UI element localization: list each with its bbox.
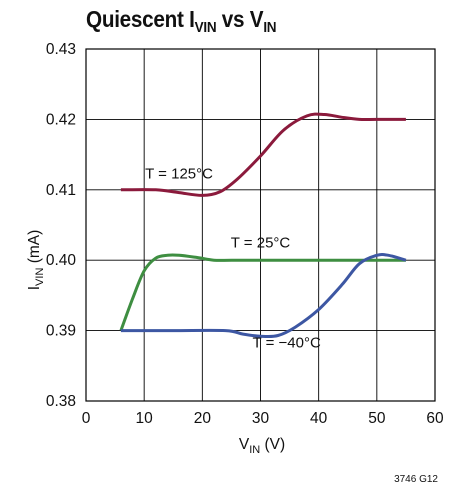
series-line-25c: [119, 253, 406, 332]
chart-title: Quiescent IVIN vs VIN: [86, 6, 277, 36]
x-tick-label: 40: [310, 410, 328, 427]
plot-frame: [85, 48, 436, 402]
x-tick-label: 20: [194, 410, 212, 427]
series-label-25c: T = 25°C: [231, 235, 291, 252]
x-tick-label: 0: [82, 410, 91, 427]
y-tick-label: 0.43: [46, 41, 76, 58]
y-tick-label: 0.41: [46, 182, 76, 199]
x-tick-label: 60: [426, 410, 444, 427]
series-line-125c: [120, 112, 406, 197]
x-tick-label: 50: [368, 410, 386, 427]
y-tick-label: 0.38: [46, 393, 76, 410]
series-label-125c: T = 125°C: [145, 166, 213, 183]
x-tick-label: 10: [136, 410, 154, 427]
series-layer: [119, 112, 407, 339]
y-axis-label: IVIN (mA): [26, 230, 46, 291]
figure-id: 3746 G12: [394, 474, 438, 485]
y-tick-label: 0.40: [46, 252, 77, 269]
x-axis-label: VIN (V): [239, 436, 285, 456]
tick-labels: 0 10 20 30 40 50 60 0.38 0.39 0.40 0.41 0.42 0.43: [46, 41, 444, 427]
y-tick-label: 0.42: [46, 111, 76, 128]
series-label-minus40c: T = −40°C: [253, 334, 321, 351]
series-labels: T = 125°C T = 25°C T = −40°C: [145, 166, 321, 352]
x-tick-label: 30: [252, 410, 270, 427]
y-tick-label: 0.39: [46, 323, 76, 340]
series-line-minus40c: [120, 252, 407, 339]
